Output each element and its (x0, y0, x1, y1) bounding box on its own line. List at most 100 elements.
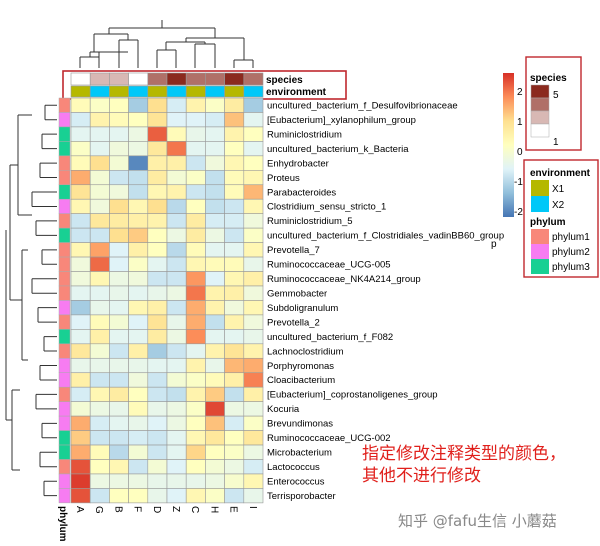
heatmap-cell (243, 213, 264, 229)
heatmap-cell (70, 184, 91, 200)
heatmap-cell (89, 473, 110, 489)
heatmap-cell (147, 198, 168, 214)
heatmap-cell (166, 285, 187, 301)
phylum-legend-swatch (531, 244, 549, 259)
heatmap-cell (166, 242, 187, 258)
heatmap-cell (128, 300, 149, 316)
heatmap-cell (243, 473, 264, 489)
heatmap-cell (128, 459, 149, 475)
heatmap-cell (166, 213, 187, 229)
heatmap-cell (166, 271, 187, 287)
colorbar (503, 73, 514, 217)
environment-legend-swatch (531, 196, 549, 212)
heatmap-cell (224, 430, 245, 446)
row-label: Ruminococcaceae_UCG-002 (267, 433, 391, 444)
phylum-legend-label: phylum2 (552, 247, 590, 258)
species-annotation-title: species (266, 75, 303, 86)
phylum-annotation-cell (58, 430, 71, 446)
heatmap-cell (89, 343, 110, 359)
heatmap-cell (205, 285, 225, 301)
heatmap-cell (70, 170, 91, 186)
heatmap-cell (243, 170, 264, 186)
column-label: H (208, 506, 219, 513)
heatmap-cell (147, 314, 168, 330)
heatmap-cell (128, 401, 149, 417)
heatmap-cell (147, 242, 168, 258)
heatmap-cell (243, 386, 264, 402)
heatmap-cell (205, 141, 225, 157)
row-label: Parabacteroides (267, 187, 336, 198)
environment-legend-title: environment (530, 168, 591, 179)
heatmap-cell (224, 126, 245, 142)
column-label: B (112, 506, 123, 513)
row-label: Ruminiclostridium (267, 129, 342, 140)
phylum-annotation-title: phylum (57, 506, 68, 542)
heatmap-cell (70, 401, 91, 417)
heatmap-cell (185, 256, 206, 272)
heatmap-cell (128, 314, 149, 330)
heatmap-cell (89, 97, 110, 113)
heatmap-cell (243, 488, 264, 504)
phylum-annotation-cell (58, 126, 71, 142)
heatmap-cell (243, 198, 264, 214)
heatmap-cell (128, 184, 149, 200)
heatmap-cell (224, 170, 245, 186)
heatmap-cell (128, 386, 149, 402)
heatmap-cell (243, 415, 264, 431)
heatmap-cell (109, 285, 129, 301)
heatmap-cell (185, 126, 206, 142)
row-label: Enhydrobacter (267, 158, 329, 169)
heatmap-cell (224, 112, 245, 128)
heatmap-cell (205, 155, 225, 171)
heatmap-cell (89, 488, 110, 504)
row-label: Cloacibacterium (267, 375, 335, 386)
heatmap-cell (243, 141, 264, 157)
column-dendrogram (79, 20, 254, 68)
heatmap-cell (185, 357, 206, 374)
heatmap-cell (185, 141, 206, 157)
species-legend-max: 5 (553, 90, 559, 101)
heatmap-cell (166, 227, 187, 243)
heatmap-cell (243, 401, 264, 417)
row-label: Proteus (267, 173, 300, 184)
heatmap-cell (70, 314, 91, 330)
phylum-legend-title: phylum (530, 217, 566, 228)
heatmap-cell (89, 198, 110, 214)
column-label: A (74, 506, 85, 513)
heatmap-cell (205, 126, 225, 142)
colorbar-tick-label: 1 (517, 117, 523, 128)
heatmap-cell (166, 343, 187, 359)
heatmap-cell (243, 155, 264, 171)
heatmap-cell (205, 256, 225, 272)
heatmap-cell (185, 300, 206, 316)
heatmap-cell (89, 314, 110, 330)
heatmap-cell (166, 329, 187, 345)
heatmap-cell (185, 430, 206, 446)
heatmap-cell (147, 112, 168, 128)
environment-annotation-cell (185, 85, 206, 98)
heatmap-cell (224, 184, 245, 200)
heatmap-cell (147, 97, 168, 113)
heatmap-cell (166, 372, 187, 388)
heatmap-cell (205, 343, 225, 359)
heatmap-cell (185, 343, 206, 359)
heatmap-cell (166, 473, 187, 489)
heatmap-cell (205, 112, 225, 128)
row-label: Kocuria (267, 404, 300, 415)
heatmap-cell (166, 300, 187, 316)
heatmap-cell (243, 112, 264, 128)
environment-legend-swatch (531, 180, 549, 196)
heatmap-cell (243, 459, 264, 475)
environment-annotation-cell (147, 85, 168, 98)
heatmap-cell (89, 271, 110, 287)
heatmap-cell (128, 343, 149, 359)
heatmap-cell (205, 314, 225, 330)
row-label: uncultured_bacterium_f_F082 (267, 332, 393, 343)
heatmap-cell (89, 401, 110, 417)
phylum-annotation-cell (58, 184, 71, 200)
heatmap-cell (166, 401, 187, 417)
heatmap-cell (185, 97, 206, 113)
heatmap-cell (147, 155, 168, 171)
environment-legend-label: X1 (552, 184, 565, 195)
heatmap-cell (185, 415, 206, 431)
